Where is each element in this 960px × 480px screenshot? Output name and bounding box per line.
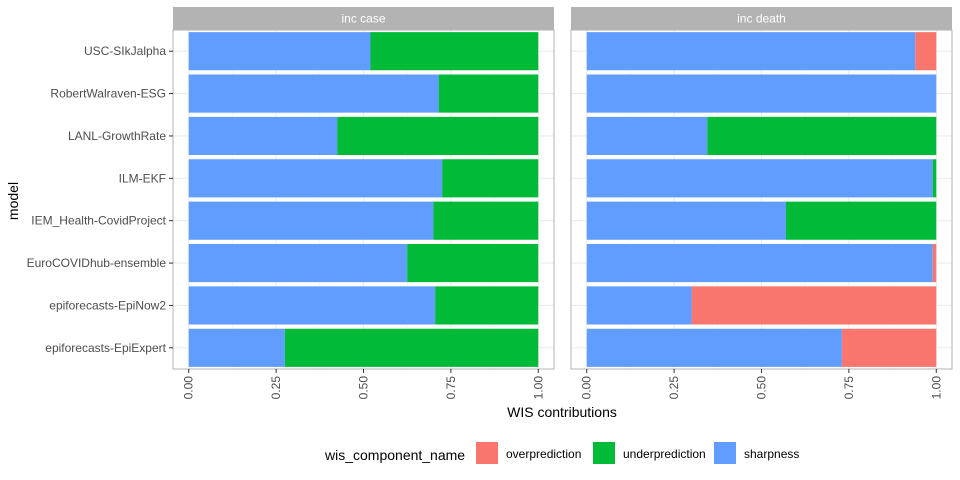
facet-strip <box>173 7 554 30</box>
bar-segment-sharpness <box>586 286 692 325</box>
legend-label-overprediction: overprediction <box>506 447 581 461</box>
bar-segment-underprediction <box>932 159 937 198</box>
panels-layer: inc case 0.00 0.25 0.50 0.75 1.00 inc death 0.0… <box>172 7 953 400</box>
bar-segment-sharpness <box>586 243 933 283</box>
x-tick-label: 0.00 <box>580 376 594 400</box>
facet-strip-label: inc case <box>341 12 385 26</box>
legend-label-sharpness: sharpness <box>744 447 799 461</box>
y-tick-label: epiforecasts-EpiExpert <box>45 341 166 355</box>
bar-segment-overprediction <box>691 286 937 325</box>
x-tick-label: 0.25 <box>269 376 283 400</box>
bar-segment-underprediction <box>284 328 539 367</box>
bar-segment-underprediction <box>442 159 539 198</box>
bar-segment-sharpness <box>188 159 443 198</box>
y-axis: USC-SIkJalpha RobertWalraven-ESG LANL-Grow… <box>27 44 173 355</box>
panel-0: inc case 0.00 0.25 0.50 0.75 1.00 <box>172 7 555 400</box>
bar-segment-sharpness <box>188 32 371 71</box>
x-tick-label: 0.50 <box>755 376 769 400</box>
bar-segment-underprediction <box>407 243 539 283</box>
facet-strip-label: inc death <box>737 12 786 26</box>
bar-segment-sharpness <box>586 201 786 240</box>
bar-segment-sharpness <box>586 32 916 71</box>
facet-strip <box>571 7 952 30</box>
bar-segment-overprediction <box>932 243 937 283</box>
x-tick-label: 0.75 <box>842 376 856 400</box>
y-tick-label: epiforecasts-EpiNow2 <box>49 298 166 312</box>
bar-segment-underprediction <box>370 32 539 71</box>
y-tick-label: RobertWalraven-ESG <box>50 87 166 101</box>
bar-segment-underprediction <box>435 286 539 325</box>
legend-key-overprediction <box>476 442 498 464</box>
bar-segment-sharpness <box>586 116 708 156</box>
x-tick-label: 0.00 <box>182 376 196 400</box>
bar-segment-sharpness <box>188 286 436 325</box>
panel-1: inc death 0.00 0.25 0.50 0.75 1.00 <box>570 7 953 400</box>
x-tick-label: 0.25 <box>667 376 681 400</box>
bar-segment-underprediction <box>785 201 937 240</box>
bar-segment-sharpness <box>586 74 937 113</box>
x-axis-title: WIS contributions <box>507 404 617 420</box>
bar-segment-sharpness <box>188 201 434 240</box>
bar-segment-sharpness <box>188 243 408 283</box>
y-tick-label: EuroCOVIDhub-ensemble <box>27 256 167 270</box>
bar-segment-underprediction <box>438 74 539 113</box>
y-tick-label: USC-SIkJalpha <box>84 44 166 58</box>
y-axis-title: model <box>5 182 21 220</box>
bar-segment-sharpness <box>586 328 842 367</box>
x-tick-label: 0.75 <box>444 376 458 400</box>
bar-segment-overprediction <box>915 32 937 71</box>
x-tick-label: 1.00 <box>929 376 943 400</box>
bar-segment-sharpness <box>586 159 933 198</box>
x-tick-label: 1.00 <box>531 376 545 400</box>
y-tick-label: LANL-GrowthRate <box>68 129 166 143</box>
bar-segment-overprediction <box>841 328 937 367</box>
bar-segment-sharpness <box>188 328 285 367</box>
x-tick-label: 0.50 <box>357 376 371 400</box>
bar-segment-underprediction <box>433 201 539 240</box>
bar-segment-sharpness <box>188 116 338 156</box>
y-tick-label: ILM-EKF <box>119 171 166 185</box>
legend-title: wis_component_name <box>324 447 465 463</box>
legend-key-sharpness <box>714 442 736 464</box>
bar-segment-underprediction <box>337 116 539 156</box>
y-tick-label: IEM_Health-CovidProject <box>31 214 166 228</box>
bar-segment-underprediction <box>707 116 937 156</box>
legend-label-underprediction: underprediction <box>623 447 706 461</box>
bar-segment-sharpness <box>188 74 439 113</box>
legend-key-underprediction <box>593 442 615 464</box>
legend: wis_component_name overprediction underpr… <box>324 442 799 464</box>
